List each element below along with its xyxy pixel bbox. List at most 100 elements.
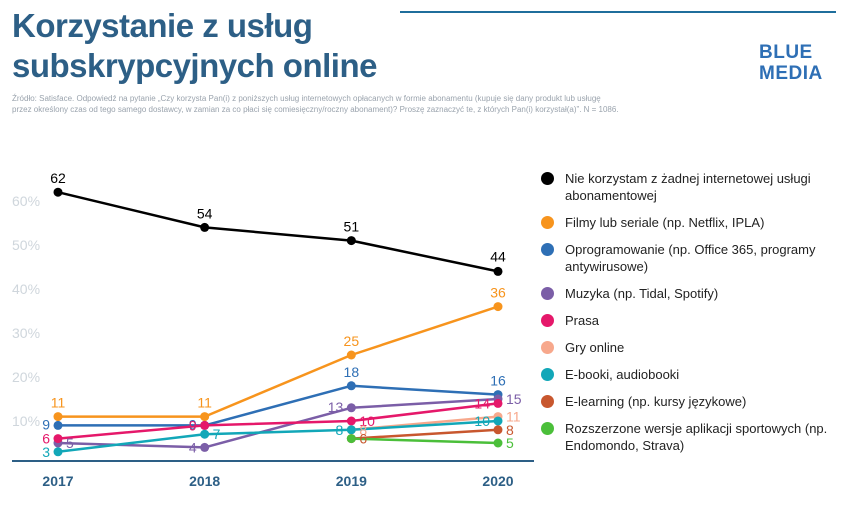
legend-dot-icon bbox=[541, 422, 554, 435]
legend-item: E-booki, audiobooki bbox=[541, 366, 841, 383]
data-point bbox=[53, 447, 63, 457]
data-label: 36 bbox=[490, 285, 506, 301]
data-label: 44 bbox=[490, 248, 506, 264]
legend-label: Nie korzystam z żadnej internetowej usłu… bbox=[565, 171, 811, 203]
data-label: 13 bbox=[328, 399, 344, 415]
data-label: 54 bbox=[197, 205, 213, 221]
data-point bbox=[346, 350, 356, 360]
series-lines bbox=[57, 190, 499, 454]
legend-item: Nie korzystam z żadnej internetowej usłu… bbox=[541, 170, 841, 204]
y-axis-ticks: 10% 20% 30% 40% 50% 60% bbox=[12, 193, 40, 429]
data-point bbox=[200, 429, 210, 439]
chart-legend: Nie korzystam z żadnej internetowej usłu… bbox=[541, 170, 841, 464]
legend-label: E-booki, audiobooki bbox=[565, 367, 680, 382]
legend-item: Muzyka (np. Tidal, Spotify) bbox=[541, 285, 841, 302]
y-tick-label: 50% bbox=[12, 237, 40, 253]
data-point bbox=[53, 420, 63, 430]
legend-label: E-learning (np. kursy językowe) bbox=[565, 394, 747, 409]
x-axis-line bbox=[12, 460, 534, 462]
legend-dot-icon bbox=[541, 243, 554, 256]
data-point bbox=[346, 403, 356, 413]
legend-item: Gry online bbox=[541, 339, 841, 356]
data-label: 6 bbox=[359, 431, 367, 447]
data-point bbox=[346, 236, 356, 246]
series-line bbox=[57, 419, 499, 454]
legend-label: Gry online bbox=[565, 340, 625, 355]
data-point bbox=[493, 425, 503, 435]
source-line-1: Źródło: Satisface. Odpowiedź na pytanie … bbox=[12, 94, 601, 103]
data-label: 10 bbox=[359, 413, 375, 429]
legend-item: E-learning (np. kursy językowe) bbox=[541, 393, 841, 410]
data-label: 9 bbox=[42, 416, 50, 432]
legend-dot-icon bbox=[541, 368, 554, 381]
source-line-2: przez określony czas od tego samego dost… bbox=[12, 105, 619, 114]
data-label: 11 bbox=[51, 395, 66, 411]
series-line bbox=[351, 437, 499, 445]
data-point bbox=[346, 434, 356, 444]
blue-media-logo: BLUE MEDIA bbox=[759, 42, 823, 84]
data-label: 15 bbox=[506, 391, 522, 407]
data-label: 11 bbox=[197, 395, 212, 411]
data-point bbox=[53, 412, 63, 422]
y-tick-label: 20% bbox=[12, 369, 40, 385]
data-label: 16 bbox=[490, 373, 506, 389]
data-label: 25 bbox=[344, 333, 360, 349]
data-point bbox=[346, 381, 356, 391]
data-label: 3 bbox=[42, 444, 50, 460]
data-label: 5 bbox=[506, 435, 514, 451]
y-tick-label: 40% bbox=[12, 281, 40, 297]
title-line-2: subskrypcyjnych online bbox=[12, 47, 377, 84]
data-label: 5 bbox=[66, 435, 74, 451]
x-tick-label: 2018 bbox=[189, 473, 220, 489]
legend-item: Rozszerzone wersje aplikacji sportowych … bbox=[541, 420, 841, 454]
x-tick-label: 2020 bbox=[482, 473, 513, 489]
data-label: 10 bbox=[474, 413, 490, 429]
data-point bbox=[200, 420, 210, 430]
legend-dot-icon bbox=[541, 395, 554, 408]
y-tick-label: 60% bbox=[12, 193, 40, 209]
data-point bbox=[346, 416, 356, 426]
series-points bbox=[53, 187, 503, 457]
data-label: 62 bbox=[50, 170, 66, 186]
legend-dot-icon bbox=[541, 216, 554, 229]
legend-dot-icon bbox=[541, 314, 554, 327]
x-axis-ticks: 2017 2018 2019 2020 bbox=[42, 473, 513, 489]
legend-item: Oprogramowanie (np. Office 365, programy… bbox=[541, 241, 841, 275]
data-label: 8 bbox=[359, 422, 367, 438]
data-label: 6 bbox=[42, 431, 50, 447]
data-point bbox=[493, 266, 503, 276]
data-point bbox=[493, 416, 503, 426]
y-tick-label: 10% bbox=[12, 413, 40, 429]
source-note: Źródło: Satisface. Odpowiedź na pytanie … bbox=[12, 93, 712, 115]
data-label: 51 bbox=[344, 219, 360, 235]
data-label: 18 bbox=[344, 364, 360, 380]
data-point bbox=[53, 187, 63, 197]
title-line-1: Korzystanie z usług bbox=[12, 7, 313, 44]
data-label: 8 bbox=[506, 422, 514, 438]
data-label: 8 bbox=[336, 422, 344, 438]
data-point bbox=[200, 442, 210, 452]
legend-label: Oprogramowanie (np. Office 365, programy… bbox=[565, 242, 816, 274]
logo-line-2: MEDIA bbox=[759, 63, 823, 84]
legend-label: Rozszerzone wersje aplikacji sportowych … bbox=[565, 421, 828, 453]
logo-line-1: BLUE bbox=[759, 42, 813, 63]
legend-item: Filmy lub seriale (np. Netflix, IPLA) bbox=[541, 214, 841, 231]
data-point bbox=[493, 438, 503, 448]
series-line bbox=[58, 305, 499, 418]
y-tick-label: 30% bbox=[12, 325, 40, 341]
data-point bbox=[493, 302, 503, 312]
header-rule bbox=[400, 11, 836, 13]
legend-label: Prasa bbox=[565, 313, 599, 328]
data-point bbox=[493, 398, 503, 408]
data-label: 11 bbox=[506, 409, 521, 425]
legend-dot-icon bbox=[541, 341, 554, 354]
legend-dot-icon bbox=[541, 172, 554, 185]
data-point bbox=[346, 425, 356, 435]
legend-label: Filmy lub seriale (np. Netflix, IPLA) bbox=[565, 215, 765, 230]
data-point bbox=[200, 412, 210, 422]
x-tick-label: 2017 bbox=[42, 473, 73, 489]
page-title: Korzystanie z usług subskrypcyjnych onli… bbox=[12, 6, 377, 86]
legend-dot-icon bbox=[541, 287, 554, 300]
